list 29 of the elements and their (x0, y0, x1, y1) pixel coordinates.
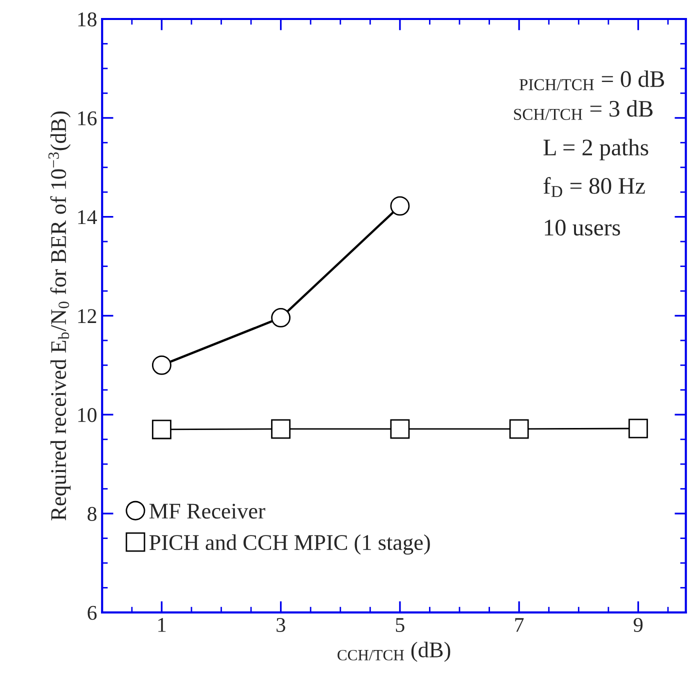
point (271, 419, 291, 439)
legend-label: PICH and CCH MPIC (1 stage) (149, 534, 430, 555)
x-tick-label: 7 (515, 618, 524, 632)
point (271, 308, 291, 328)
y-axis-title: Required received E$_{b}$/N$_{0}$ for BER of 10$^{−3}$(dB) (48, 111, 71, 520)
y-tick-label: 16 (78, 111, 97, 126)
annotation: f$_{D}$ = 80 Hz (544, 177, 645, 197)
x-tick-label: 5 (396, 618, 404, 632)
point (152, 420, 172, 440)
annotation: L = 2 paths (544, 138, 648, 160)
point (390, 419, 410, 439)
x-axis-title: $_{CCH/TCH}$ (dB) (338, 642, 450, 662)
annotation: 10 users (544, 220, 620, 236)
point (152, 355, 172, 375)
y-tick-label: 6 (88, 606, 97, 620)
y-tick-label: 18 (78, 12, 96, 26)
y-tick-label: 10 (78, 408, 96, 422)
x-tick-label: 9 (634, 618, 643, 632)
y-tick-label: 12 (78, 309, 96, 323)
point (390, 196, 410, 216)
legend-label: MF Receiver (149, 504, 266, 519)
y-tick-label: 8 (88, 506, 96, 521)
x-tick-label: 3 (276, 618, 286, 632)
point (628, 418, 648, 438)
y-tick-label: 14 (78, 210, 97, 224)
annotation: $_{PICH/TCH}$ = 0 dB (519, 70, 664, 90)
point (509, 419, 529, 439)
x-tick-label: 1 (158, 618, 166, 632)
annotation: $_{SCH/TCH}$ = 3 dB (514, 100, 653, 120)
